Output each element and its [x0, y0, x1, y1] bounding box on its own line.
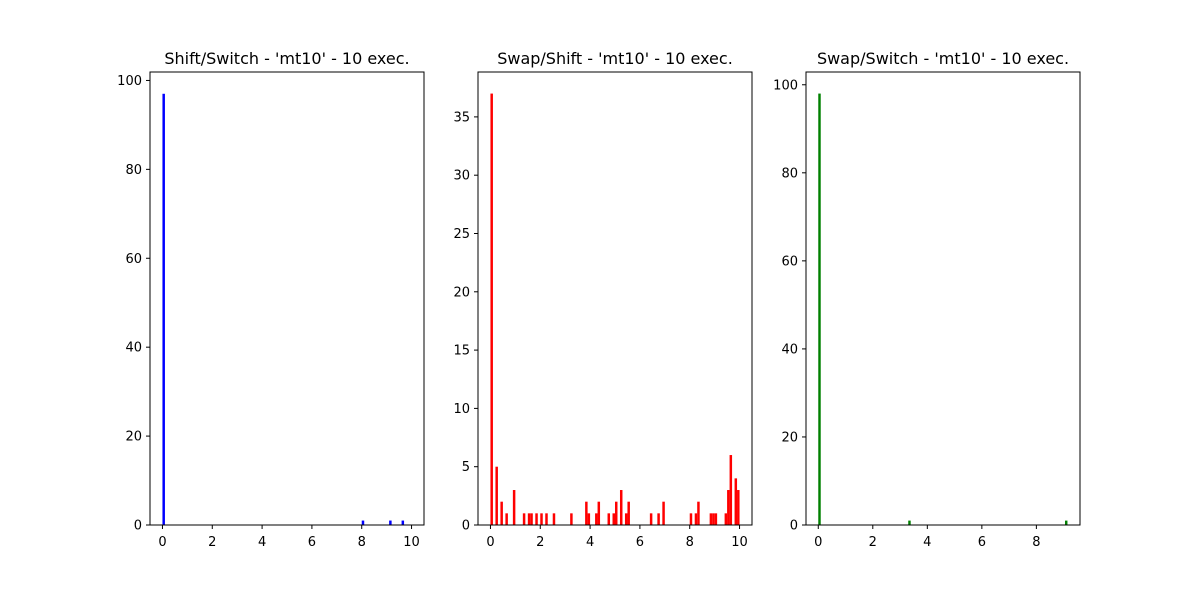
histogram-bar [570, 513, 573, 525]
x-tick-label: 6 [308, 535, 316, 550]
histogram-bar [490, 93, 493, 525]
x-tick-label: 6 [978, 535, 986, 550]
panel-swap-shift: Swap/Shift - 'mt10' - 10 exec. 0 2 4 6 8 10 0 5 1… [453, 49, 753, 550]
x-tick-label: 6 [636, 535, 644, 550]
x-tick-label: 4 [258, 535, 266, 550]
y-tick-label: 20 [453, 285, 470, 300]
histogram-bar [734, 478, 738, 525]
histogram-bar [552, 513, 556, 525]
x-tick-label: 0 [486, 535, 494, 550]
y-tick-label: 35 [453, 110, 470, 125]
bar-series [490, 93, 740, 525]
histogram-bar [361, 520, 365, 525]
y-tick-label: 40 [125, 341, 142, 356]
histogram-bar [527, 513, 531, 525]
histogram-bar [500, 501, 503, 525]
histogram-bar [729, 455, 733, 525]
x-tick-label: 2 [869, 535, 877, 550]
histogram-bar [1065, 520, 1068, 525]
chart-title: Shift/Switch - 'mt10' - 10 exec. [164, 49, 409, 68]
axes-frame [477, 71, 753, 526]
histogram-bar [615, 501, 618, 525]
axes-frame [149, 71, 425, 526]
histogram-bar [612, 513, 615, 525]
histogram-bar [505, 513, 508, 525]
x-tick-label: 8 [358, 535, 366, 550]
y-tick-label: 20 [125, 430, 142, 445]
x-tick-label: 4 [586, 535, 594, 550]
histogram-bar [714, 513, 718, 525]
histogram-bar [545, 513, 548, 525]
histogram-bar [689, 513, 693, 525]
y-tick-label: 10 [453, 402, 470, 417]
histogram-bar [727, 490, 730, 525]
histogram-bar [694, 513, 698, 525]
x-tick-label: 8 [1032, 535, 1040, 550]
histogram-bar [162, 93, 165, 525]
y-tick-label: 100 [773, 78, 798, 93]
x-tick-label: 10 [731, 535, 748, 550]
panel-shift-switch: Shift/Switch - 'mt10' - 10 exec.0 2 4 6 8 100… [117, 49, 425, 550]
histogram-bar [908, 520, 911, 525]
y-tick-label: 80 [125, 163, 142, 178]
histogram-bar [627, 501, 630, 525]
histogram-bar [522, 513, 526, 525]
bar-series [818, 93, 1068, 525]
histogram-bar [495, 466, 498, 525]
y-tick-label: 15 [453, 344, 470, 359]
y-tick-label: 0 [462, 519, 470, 534]
y-tick-label: 80 [781, 166, 798, 181]
histogram-bar [737, 490, 740, 525]
histogram-bar [540, 513, 543, 525]
bar-series [162, 93, 405, 525]
chart-title: Swap/Switch - 'mt10' - 10 exec. [817, 49, 1069, 68]
y-tick-label: 20 [781, 430, 798, 445]
histogram-bar [389, 520, 392, 525]
panel-swap-switch: Swap/Switch - 'mt10' - 10 exec.0 2 4 6 80204… [773, 49, 1081, 550]
y-tick-label: 60 [125, 252, 142, 267]
histogram-bar [697, 501, 700, 525]
histogram-bar [535, 513, 538, 525]
histogram-bar [649, 513, 653, 525]
y-tick-label: 30 [453, 169, 470, 184]
histogram-bar [597, 501, 601, 525]
x-tick-label: 4 [923, 535, 931, 550]
histogram-bar [607, 513, 611, 525]
histogram-bar [530, 513, 533, 525]
y-tick-label: 100 [117, 74, 142, 89]
histogram-bar [662, 501, 665, 525]
x-tick-label: 2 [536, 535, 544, 550]
x-tick-label: 10 [403, 535, 420, 550]
y-tick-label: 5 [462, 460, 470, 475]
histogram-bar [585, 501, 588, 525]
y-tick-label: 60 [781, 254, 798, 269]
histogram-bar [619, 490, 623, 525]
x-tick-label: 8 [686, 535, 694, 550]
y-tick-label: 40 [781, 342, 798, 357]
histogram-bar [624, 513, 628, 525]
histogram-bar [724, 513, 728, 525]
y-tick-label: 0 [134, 519, 142, 534]
histogram-bar [657, 513, 660, 525]
x-tick-label: 0 [158, 535, 166, 550]
histogram-bar [587, 513, 591, 525]
y-tick-label: 0 [790, 519, 798, 534]
histogram-bar [712, 513, 715, 525]
y-tick-label: 25 [453, 227, 470, 242]
histogram-bar [512, 490, 516, 525]
histogram-bar [401, 520, 405, 525]
x-tick-label: 2 [208, 535, 216, 550]
histogram-bar [709, 513, 713, 525]
chart-title: Swap/Shift - 'mt10' - 10 exec. [497, 49, 733, 68]
axes-frame [805, 71, 1081, 526]
histogram-bar [595, 513, 598, 525]
histogram-bar [818, 93, 821, 525]
x-tick-label: 0 [814, 535, 822, 550]
